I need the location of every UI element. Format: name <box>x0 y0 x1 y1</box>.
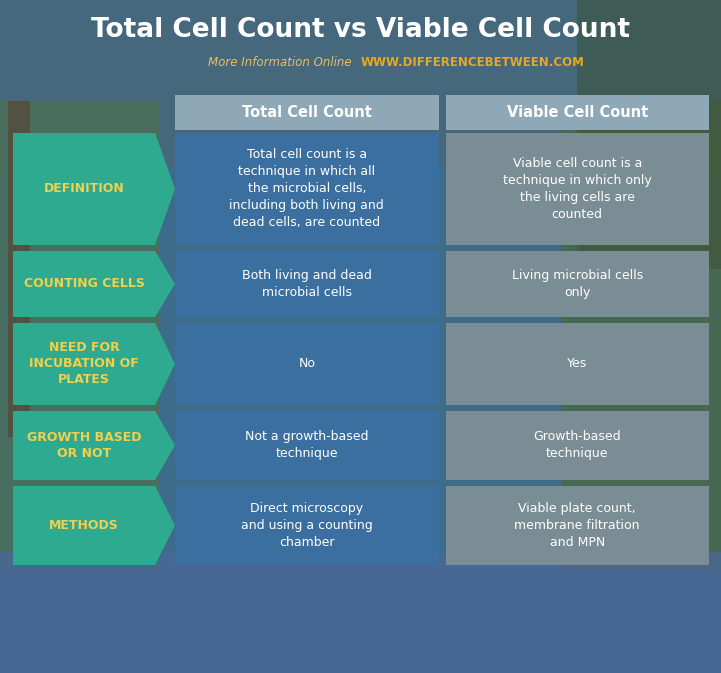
FancyBboxPatch shape <box>446 251 709 317</box>
Text: Both living and dead
microbial cells: Both living and dead microbial cells <box>242 269 372 299</box>
Text: Total Cell Count: Total Cell Count <box>242 105 372 120</box>
FancyBboxPatch shape <box>13 133 155 245</box>
Text: COUNTING CELLS: COUNTING CELLS <box>24 277 144 291</box>
Text: NEED FOR
INCUBATION OF
PLATES: NEED FOR INCUBATION OF PLATES <box>29 341 139 386</box>
FancyBboxPatch shape <box>446 133 709 245</box>
FancyBboxPatch shape <box>13 251 155 317</box>
FancyBboxPatch shape <box>13 411 155 481</box>
FancyBboxPatch shape <box>13 323 155 405</box>
FancyBboxPatch shape <box>13 486 155 565</box>
Text: Total cell count is a
technique in which all
the microbial cells,
including both: Total cell count is a technique in which… <box>229 149 384 229</box>
FancyBboxPatch shape <box>446 95 709 130</box>
Bar <box>577 0 721 269</box>
Bar <box>8 101 30 437</box>
Text: Viable Cell Count: Viable Cell Count <box>507 105 648 120</box>
FancyBboxPatch shape <box>175 95 438 130</box>
Bar <box>562 101 721 572</box>
Text: Not a growth-based
technique: Not a growth-based technique <box>245 431 368 460</box>
Text: GROWTH BASED
OR NOT: GROWTH BASED OR NOT <box>27 431 141 460</box>
Polygon shape <box>155 323 175 405</box>
Text: Living microbial cells
only: Living microbial cells only <box>512 269 643 299</box>
Polygon shape <box>155 411 175 481</box>
FancyBboxPatch shape <box>446 411 709 481</box>
Text: WWW.DIFFERENCEBETWEEN.COM: WWW.DIFFERENCEBETWEEN.COM <box>360 55 585 69</box>
FancyBboxPatch shape <box>175 486 438 565</box>
Bar <box>0 101 159 572</box>
Text: DEFINITION: DEFINITION <box>44 182 125 195</box>
FancyBboxPatch shape <box>175 411 438 481</box>
FancyBboxPatch shape <box>446 486 709 565</box>
Text: Viable cell count is a
technique in which only
the living cells are
counted: Viable cell count is a technique in whic… <box>503 157 652 221</box>
Text: Viable plate count,
membrane filtration
and MPN: Viable plate count, membrane filtration … <box>515 502 640 549</box>
Polygon shape <box>155 486 175 565</box>
Text: Total Cell Count vs Viable Cell Count: Total Cell Count vs Viable Cell Count <box>91 17 630 43</box>
Text: Yes: Yes <box>567 357 588 371</box>
Bar <box>0 0 721 168</box>
FancyBboxPatch shape <box>175 323 438 405</box>
Text: Direct microscopy
and using a counting
chamber: Direct microscopy and using a counting c… <box>241 502 373 549</box>
FancyBboxPatch shape <box>446 323 709 405</box>
FancyBboxPatch shape <box>175 251 438 317</box>
Polygon shape <box>155 251 175 317</box>
Text: No: No <box>298 357 315 371</box>
Text: More Information Online: More Information Online <box>208 55 355 69</box>
Polygon shape <box>155 133 175 245</box>
Text: Growth-based
technique: Growth-based technique <box>534 431 621 460</box>
Bar <box>0 552 721 673</box>
FancyBboxPatch shape <box>175 133 438 245</box>
Text: METHODS: METHODS <box>49 519 119 532</box>
